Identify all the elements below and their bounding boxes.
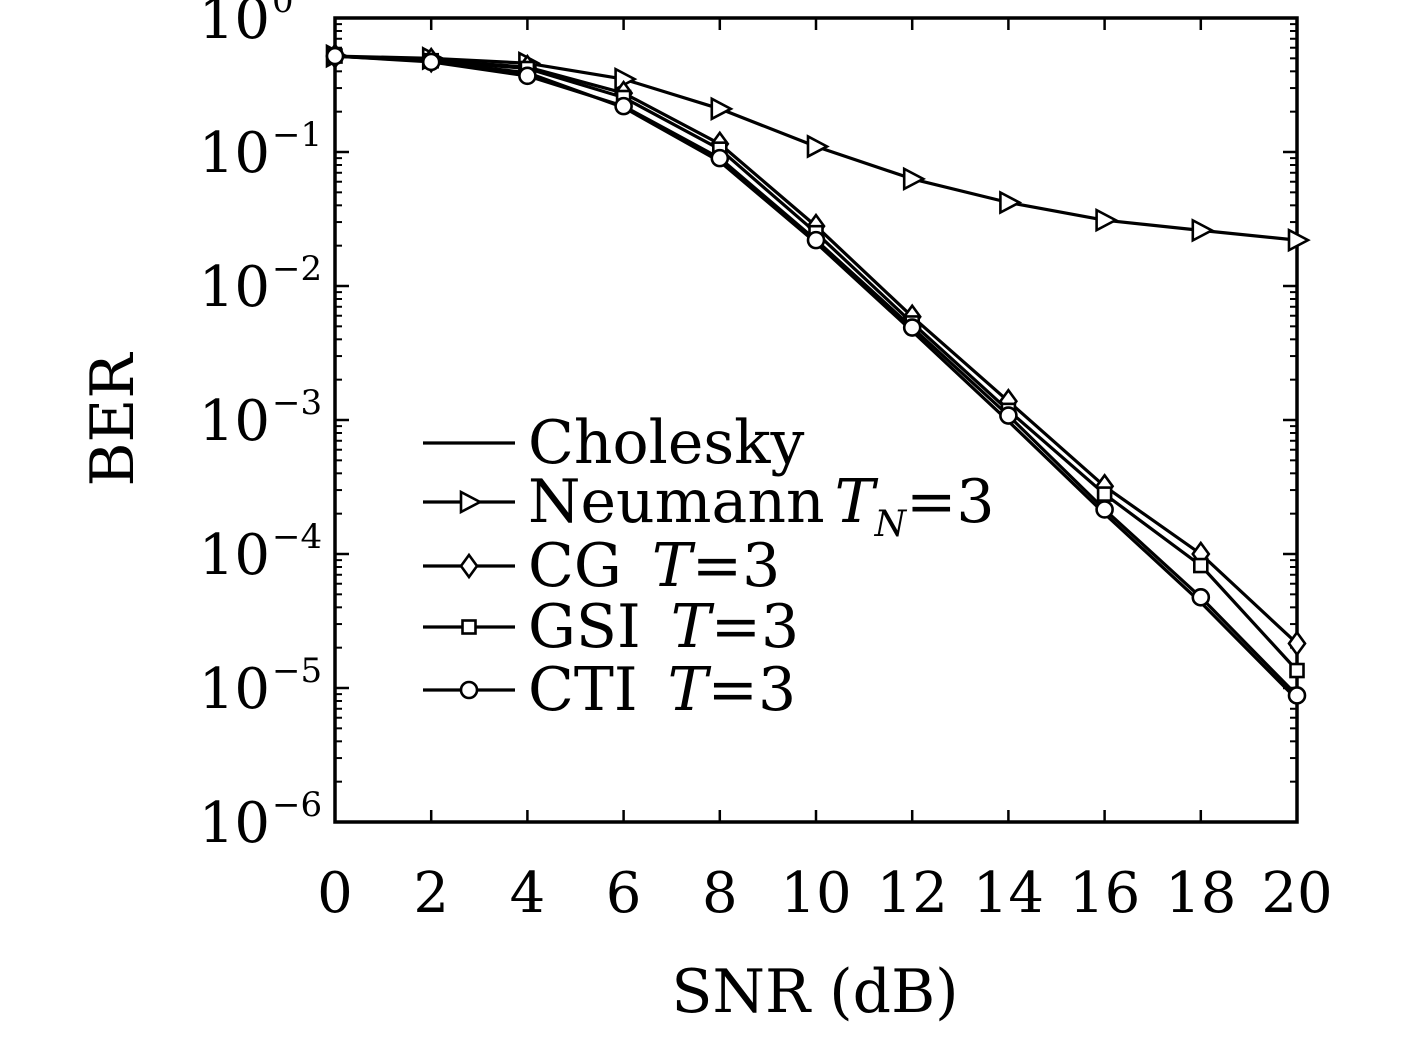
x-tick-label: 0	[317, 861, 353, 926]
point-cti	[1191, 588, 1211, 607]
y-tick-label: 10	[199, 389, 270, 454]
point-cti	[421, 52, 441, 72]
y-tick-exponent: 0	[272, 0, 294, 21]
legend-label: Cholesky	[528, 408, 805, 478]
y-tick-exponent: −2	[272, 249, 322, 289]
y-tick-label: 10	[199, 523, 270, 588]
point-cti	[1287, 686, 1307, 705]
x-axis-title: SNR (dB)	[671, 957, 958, 1027]
x-tick-label: 20	[1261, 861, 1332, 926]
legend-marker	[459, 552, 479, 580]
point-cti	[902, 318, 922, 337]
point-cti	[1095, 500, 1114, 519]
y-tick-exponent: −5	[272, 651, 322, 691]
legend-marker	[461, 619, 477, 635]
x-tick-label: 16	[1069, 861, 1140, 926]
legend-marker	[459, 680, 479, 700]
y-tick-exponent: −4	[272, 517, 322, 557]
y-tick-label: 10	[199, 0, 270, 52]
point-neumann	[1287, 227, 1311, 253]
point-cti	[614, 96, 633, 116]
legend-label: Neumann TN=3	[528, 467, 995, 545]
axis-ticks	[333, 16, 1299, 824]
y-tick-exponent: −1	[272, 115, 322, 155]
x-tick-label: 8	[702, 861, 738, 926]
x-tick-label: 2	[413, 861, 449, 926]
y-tick-exponent: −6	[272, 785, 322, 825]
point-neumann	[1095, 208, 1119, 233]
point-cti	[999, 406, 1018, 425]
x-tick-label: 12	[877, 861, 948, 926]
y-tick-label: 10	[199, 657, 270, 722]
legend-label: GSI T=3	[528, 592, 799, 662]
point-neumann	[806, 134, 830, 159]
y-axis-title: BER	[78, 352, 148, 487]
x-tick-label: 6	[606, 861, 642, 926]
point-cg	[1287, 630, 1307, 657]
point-neumann	[999, 190, 1023, 215]
plot-frame	[333, 16, 1299, 824]
y-tick-exponent: −3	[272, 383, 322, 423]
point-neumann	[1191, 218, 1215, 243]
legend-label: CTI T=3	[528, 655, 796, 725]
x-tick-label: 10	[780, 861, 851, 926]
x-tick-labels: 0 2 4 6 8 10 12 14 16 18 20	[317, 861, 1332, 926]
point-gsi	[1289, 662, 1305, 679]
x-tick-label: 14	[973, 861, 1044, 926]
point-gsi	[1193, 557, 1209, 574]
y-tick-label: 10	[199, 791, 270, 856]
series-markers	[325, 42, 1311, 705]
y-tick-label: 10	[199, 121, 270, 186]
x-tick-label: 18	[1165, 861, 1236, 926]
point-cti	[518, 66, 537, 86]
x-tick-label: 4	[510, 861, 546, 926]
plot-area	[333, 16, 1299, 824]
point-cti	[806, 230, 826, 250]
point-cti	[710, 148, 730, 168]
point-neumann	[902, 166, 926, 192]
y-tick-label: 10	[199, 255, 270, 320]
point-gsi	[1096, 486, 1113, 502]
point-neumann	[710, 96, 734, 121]
point-cti	[325, 46, 345, 66]
legend-marker	[459, 489, 483, 515]
legend-label: CG T=3	[528, 531, 780, 601]
